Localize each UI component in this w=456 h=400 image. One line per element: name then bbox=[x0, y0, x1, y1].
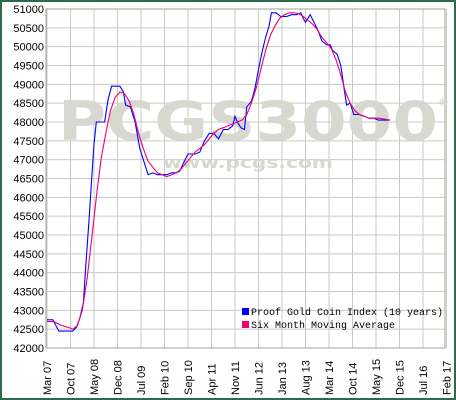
y-tick-label: 43000 bbox=[13, 305, 44, 317]
watermark: PCGS3000 ® www.pcgs.com bbox=[58, 90, 449, 172]
x-tick-label: May 08 bbox=[89, 359, 101, 395]
y-tick-label: 46000 bbox=[13, 192, 44, 204]
x-tick-label: Oct 14 bbox=[348, 363, 360, 395]
y-tick-label: 47000 bbox=[13, 155, 44, 167]
y-tick-label: 45500 bbox=[13, 211, 44, 223]
grid-lines bbox=[45, 8, 447, 349]
x-tick-label: Oct 07 bbox=[66, 363, 78, 395]
series-line-index bbox=[47, 12, 391, 332]
y-tick-label: 51000 bbox=[13, 4, 44, 16]
x-tick-label: Mar 07 bbox=[42, 361, 54, 395]
x-tick-label: Apr 11 bbox=[207, 363, 219, 395]
y-tick-label: 45000 bbox=[13, 230, 44, 242]
watermark-brand: PCGS3000 bbox=[58, 90, 438, 153]
y-tick-label: 50500 bbox=[13, 23, 44, 35]
y-tick-label: 43500 bbox=[13, 287, 44, 299]
y-tick-label: 44000 bbox=[13, 268, 44, 280]
x-tick-label: Sep 10 bbox=[183, 360, 195, 395]
y-tick-label: 48500 bbox=[13, 98, 44, 110]
y-tick-label: 47500 bbox=[13, 136, 44, 148]
y-tick-label: 42500 bbox=[13, 324, 44, 336]
x-tick-label: Dec 08 bbox=[113, 360, 125, 395]
x-axis-ticks: Mar 07 Oct 07 May 08 Dec 08 Jul 09 Feb 10 Sep … bbox=[42, 359, 454, 395]
x-tick-label: Feb 10 bbox=[160, 361, 172, 395]
legend: Proof Gold Coin Index (10 years) Six Mon… bbox=[242, 307, 443, 332]
x-tick-label: Jul 09 bbox=[136, 366, 148, 395]
watermark-registered-mark: ® bbox=[438, 96, 449, 109]
x-tick-label: Jan 13 bbox=[277, 362, 289, 395]
x-tick-label: Jul 16 bbox=[418, 366, 430, 395]
legend-label-index: Proof Gold Coin Index (10 years) bbox=[251, 307, 443, 319]
series-lines bbox=[47, 12, 391, 332]
y-axis-ticks: 42000 42500 43000 43500 44000 44500 45000 45500… bbox=[13, 4, 44, 355]
y-tick-label: 49000 bbox=[13, 79, 44, 91]
x-tick-label: May 15 bbox=[371, 359, 383, 395]
y-tick-label: 48000 bbox=[13, 117, 44, 129]
x-tick-label: Aug 13 bbox=[301, 360, 313, 395]
y-tick-label: 46500 bbox=[13, 174, 44, 186]
y-tick-label: 50000 bbox=[13, 42, 44, 54]
y-tick-label: 42000 bbox=[13, 343, 44, 355]
series-line-moving-average bbox=[47, 12, 391, 330]
y-tick-label: 44500 bbox=[13, 249, 44, 261]
x-tick-label: Jun 12 bbox=[254, 362, 266, 395]
y-tick-label: 49500 bbox=[13, 61, 44, 73]
x-tick-label: Dec 15 bbox=[395, 360, 407, 395]
legend-swatch-moving-average bbox=[242, 321, 249, 328]
legend-label-moving-average: Six Month Moving Average bbox=[251, 320, 395, 332]
legend-swatch-index bbox=[242, 308, 249, 315]
x-tick-label: Mar 14 bbox=[324, 361, 336, 395]
x-tick-label: Nov 11 bbox=[230, 361, 242, 395]
watermark-url: www.pcgs.com bbox=[163, 153, 333, 172]
plot-border bbox=[45, 8, 446, 349]
x-tick-label: Feb 17 bbox=[442, 361, 454, 395]
